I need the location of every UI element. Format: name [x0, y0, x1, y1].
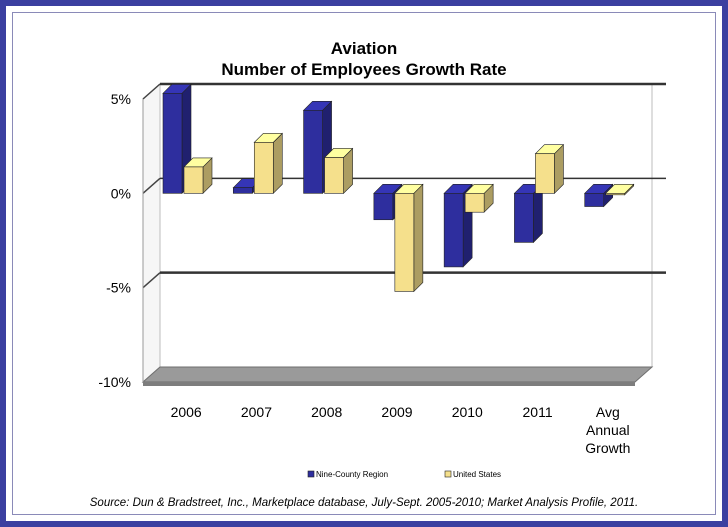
legend-label: Nine-County Region: [316, 470, 388, 479]
y-tick-label: 5%: [111, 91, 131, 107]
x-tick-label: Annual: [586, 422, 630, 438]
chart-title-line-1: Aviation: [330, 39, 398, 58]
x-tick-label: Avg: [596, 404, 620, 420]
bar-us: [535, 153, 555, 194]
y-tick-label: 0%: [111, 185, 131, 201]
legend-label: United States: [453, 470, 501, 479]
bar-region: [232, 187, 253, 194]
source-note: Source: Dun & Bradstreet, Inc., Marketpl…: [89, 497, 639, 509]
chart-title: Aviation Number of Employees Growth Rate: [0, 38, 728, 80]
x-tick-label: Growth: [585, 440, 630, 456]
legend-swatch: [307, 470, 315, 478]
x-tick-label: 2011: [523, 404, 553, 420]
bar-us: [605, 193, 626, 196]
bar-region: [514, 193, 534, 243]
bar-region: [373, 193, 394, 221]
bar-us-side: [413, 183, 424, 293]
bar-region: [303, 110, 323, 194]
y-tick-label: -5%: [106, 280, 131, 296]
bar-region: [162, 93, 183, 194]
plot-side-wall: [142, 82, 161, 384]
x-tick-label: 2007: [241, 404, 272, 420]
legend-swatch: [444, 470, 452, 478]
x-tick-label: 2010: [452, 404, 483, 420]
bar-region: [584, 193, 605, 207]
gridline-side: [142, 177, 161, 194]
bar-us: [253, 142, 274, 194]
bar-region: [443, 193, 464, 268]
gridline-side: [142, 272, 161, 289]
plot-floor: [141, 366, 654, 383]
y-tick-label: -10%: [98, 374, 131, 390]
bar-us: [324, 157, 344, 194]
x-tick-label: 2006: [171, 404, 202, 420]
bar-us: [183, 166, 204, 194]
bar-us-side: [272, 132, 283, 195]
chart-title-line-2: Number of Employees Growth Rate: [221, 60, 507, 79]
x-tick-label: 2008: [311, 404, 342, 420]
gridline-side: [142, 83, 161, 100]
bar-us: [394, 193, 415, 292]
bar-us: [464, 193, 485, 213]
plot-floor-edge: [143, 382, 635, 386]
x-tick-label: 2009: [381, 404, 412, 420]
